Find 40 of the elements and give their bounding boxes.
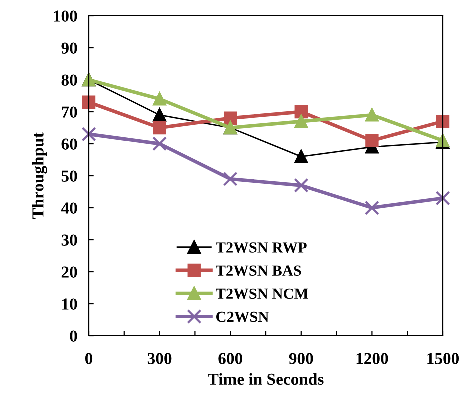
point bbox=[366, 108, 379, 122]
y-tick-label: 50 bbox=[62, 170, 78, 182]
legend-label: T2WSN RWP bbox=[216, 242, 307, 253]
x-tick-label: 1200 bbox=[356, 353, 388, 364]
x-tick-label: 900 bbox=[289, 353, 314, 364]
point bbox=[223, 172, 238, 186]
point bbox=[294, 150, 308, 164]
point bbox=[436, 115, 450, 128]
point bbox=[366, 134, 379, 148]
y-tick-label: 20 bbox=[62, 266, 78, 278]
point bbox=[294, 178, 309, 193]
y-tick-label: 30 bbox=[62, 234, 78, 246]
legend-label: C2WSN bbox=[216, 312, 270, 322]
x-tick-label: 1500 bbox=[428, 353, 460, 364]
point bbox=[436, 191, 450, 206]
y-tick-label: 60 bbox=[62, 138, 78, 150]
point bbox=[153, 121, 166, 135]
x-axis-title: Time in Seconds bbox=[208, 373, 324, 386]
x-tick-label: 300 bbox=[148, 353, 172, 364]
point bbox=[364, 200, 380, 216]
y-tick-label: 90 bbox=[62, 42, 78, 54]
legend-label: T2WSN NCM bbox=[216, 288, 308, 300]
y-tick-label: 0 bbox=[70, 330, 78, 342]
point bbox=[82, 127, 96, 142]
point bbox=[152, 136, 168, 152]
x-tick-label: 0 bbox=[85, 353, 93, 364]
y-axis-title: Throughput bbox=[32, 132, 48, 220]
point bbox=[294, 105, 308, 119]
point bbox=[294, 115, 308, 128]
x-tick-label: 600 bbox=[218, 353, 242, 364]
y-tick-label: 70 bbox=[62, 106, 78, 118]
y-tick-label: 100 bbox=[54, 10, 78, 22]
y-tick-label: 80 bbox=[62, 74, 78, 86]
point bbox=[224, 112, 238, 125]
point bbox=[153, 108, 166, 122]
y-tick-label: 40 bbox=[61, 202, 78, 214]
point bbox=[82, 96, 96, 109]
y-tick-label: 10 bbox=[62, 298, 78, 310]
legend-label: T2WSN BAS bbox=[216, 266, 302, 276]
point bbox=[153, 92, 166, 106]
